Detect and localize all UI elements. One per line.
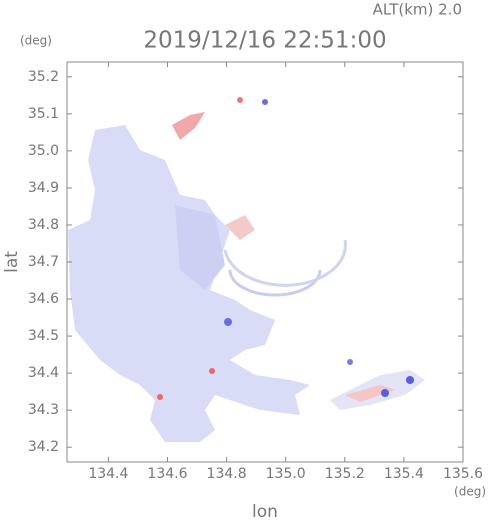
y-tick-label: 34.4	[28, 365, 59, 381]
echo-spot	[347, 359, 353, 365]
x-unit: (deg)	[454, 485, 486, 499]
y-tick-label: 34.7	[28, 254, 59, 270]
y-tick-label: 34.3	[28, 402, 59, 418]
x-axis-label: lon	[252, 502, 278, 521]
echo-spot	[209, 368, 215, 374]
y-tick-label: 34.8	[28, 217, 59, 233]
altitude-label: ALT(km) 2.0	[373, 1, 462, 19]
x-tick-label: 135.4	[384, 466, 424, 482]
x-tick-label: 135.0	[266, 466, 306, 482]
echo-field	[68, 97, 425, 442]
y-unit: (deg)	[20, 34, 52, 48]
echo-spot	[381, 389, 389, 397]
echo-spot	[406, 376, 414, 384]
echo-region	[225, 215, 255, 240]
y-tick-label: 34.5	[28, 328, 59, 344]
chart-title: 2019/12/16 22:51:00	[143, 28, 386, 54]
echo-spot	[237, 97, 243, 103]
echo-region	[345, 385, 395, 402]
y-tick-label: 34.6	[28, 291, 59, 307]
echo-region	[172, 112, 205, 140]
echo-spot	[157, 394, 163, 400]
y-tick-label: 34.9	[28, 180, 59, 196]
echo-region	[175, 205, 225, 290]
echo-spot	[224, 318, 232, 326]
x-tick-label: 135.6	[443, 466, 483, 482]
x-tick-label: 135.2	[325, 466, 365, 482]
y-tick-label: 35.0	[28, 143, 59, 159]
x-tick-label: 134.8	[207, 466, 247, 482]
y-axis-label: lat	[2, 251, 22, 273]
echo-region	[68, 125, 310, 442]
x-tick-label: 134.6	[147, 466, 187, 482]
y-tick-label: 35.1	[28, 106, 59, 122]
x-tick-label: 134.4	[88, 466, 128, 482]
y-tick-label: 35.2	[28, 69, 59, 85]
echo-arc	[223, 239, 347, 287]
y-tick-label: 34.2	[28, 439, 59, 455]
echo-spot	[262, 99, 268, 105]
